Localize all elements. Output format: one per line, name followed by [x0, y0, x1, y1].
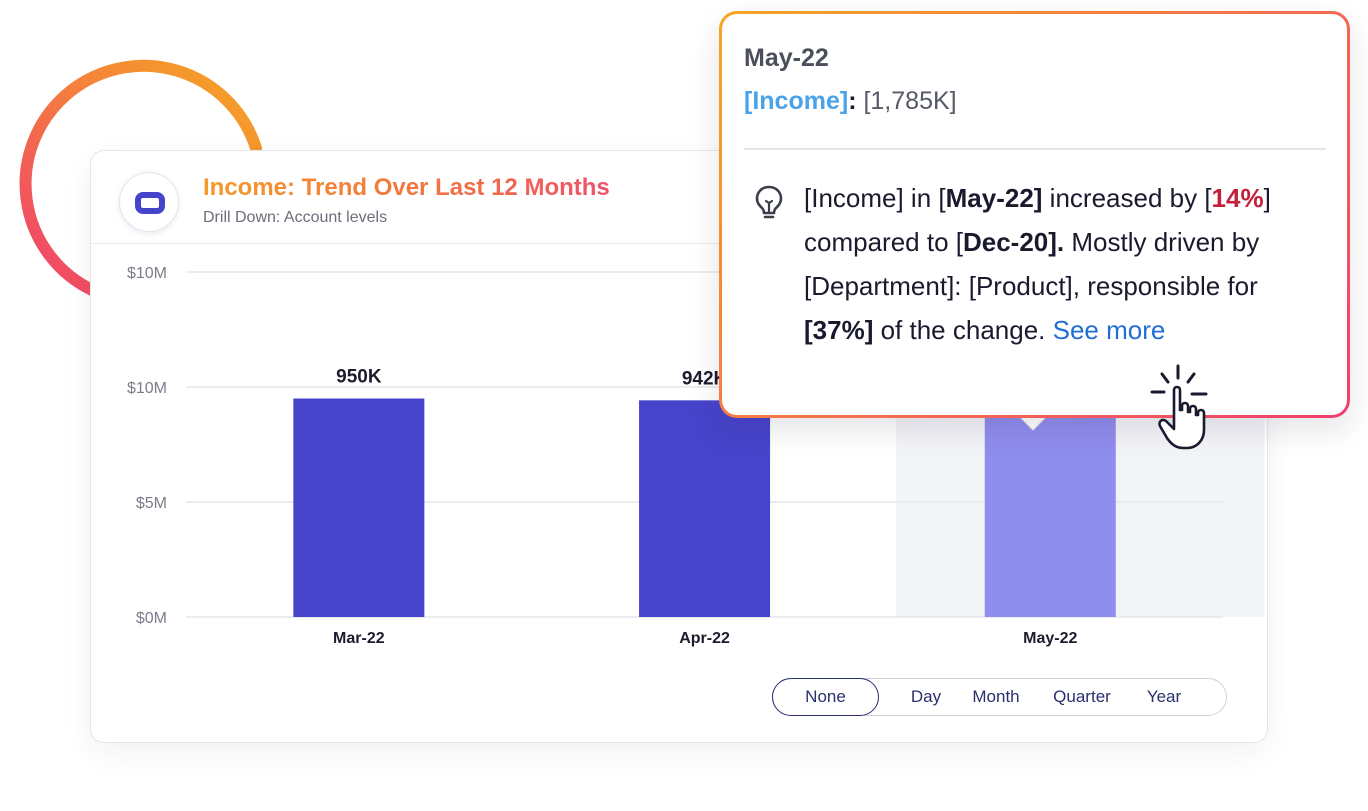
bar-apr-22 — [639, 400, 771, 617]
granularity-day-button[interactable]: Day — [891, 679, 961, 715]
y-tick-label: $10M — [127, 265, 167, 282]
y-tick-label: $10M — [127, 380, 167, 397]
tooltip-value: [1,785K] — [856, 87, 957, 115]
chart-subtitle: Drill Down: Account levels — [203, 209, 388, 226]
decorative-ring — [19, 59, 262, 296]
see-more-link[interactable]: See more — [1052, 315, 1166, 345]
granularity-quarter-button[interactable]: Quarter — [1037, 679, 1127, 715]
bar-mar-22 — [293, 398, 425, 617]
chart-title: Income: Trend Over Last 12 Months — [203, 174, 610, 201]
logo-icon — [119, 172, 179, 232]
insight-tooltip: May-22 [Income]: [1,785K] [Income] in [M… — [719, 11, 1350, 418]
hand-pointer-icon — [1150, 364, 1208, 450]
lightbulb-icon — [755, 185, 783, 219]
tooltip-divider — [744, 148, 1326, 150]
granularity-selector: None Day Month Quarter Year — [772, 678, 1227, 716]
card-header: Income: Trend Over Last 12 Months Drill … — [91, 151, 1267, 244]
tooltip-date: May-22 — [744, 44, 829, 72]
insight-base-period: Dec-20]. — [962, 227, 1065, 257]
y-tick-label: $0M — [136, 610, 167, 627]
tooltip-insight-text: [Income] in [May-22] increased by [14%] … — [804, 183, 1271, 345]
insight-share: [37%] — [804, 315, 874, 345]
y-tick-label: $5M — [136, 495, 167, 512]
tooltip-series-name: [Income] — [744, 87, 849, 115]
granularity-month-button[interactable]: Month — [961, 679, 1031, 715]
x-tick-label: Mar-22 — [333, 630, 385, 647]
tooltip-colon: : — [848, 87, 857, 115]
x-tick-label: Apr-22 — [679, 630, 730, 647]
granularity-none-button[interactable]: None — [772, 678, 879, 716]
tooltip-series-row: [Income]: [1,785K] — [744, 87, 957, 116]
x-tick-label: May-22 — [1023, 630, 1077, 647]
granularity-year-button[interactable]: Year — [1129, 679, 1199, 715]
insight-change-pct: 14% — [1211, 183, 1264, 213]
bar-value-label: 942K — [682, 368, 728, 389]
insight-period: May-22] — [945, 183, 1043, 213]
bar-value-label: 950K — [336, 367, 382, 388]
